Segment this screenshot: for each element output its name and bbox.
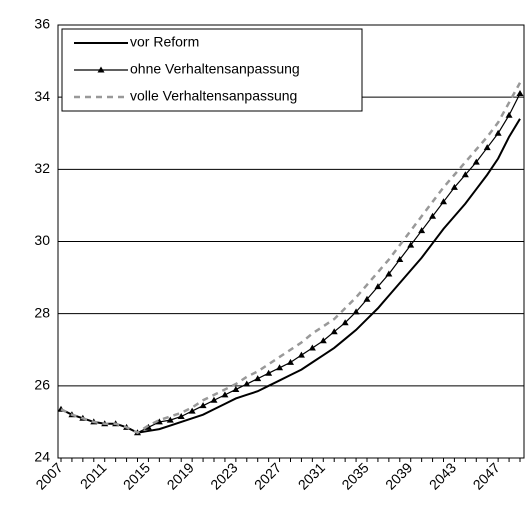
x-tick-label: 2039 xyxy=(382,459,415,492)
legend-label: ohne Verhaltensanpassung xyxy=(130,61,300,77)
marker xyxy=(232,385,240,392)
x-tick-label: 2023 xyxy=(207,459,240,492)
marker xyxy=(363,295,371,302)
y-tick-label: 36 xyxy=(34,16,50,32)
x-tick-label: 2047 xyxy=(470,459,503,492)
legend-marker xyxy=(97,66,105,73)
marker xyxy=(297,351,305,358)
marker xyxy=(396,256,404,263)
series-line xyxy=(60,82,522,435)
marker xyxy=(177,413,185,420)
x-tick-label: 2035 xyxy=(338,459,371,492)
marker xyxy=(440,198,447,205)
x-tick-label: 2011 xyxy=(77,459,110,492)
marker xyxy=(483,144,491,151)
marker xyxy=(188,407,196,414)
legend-label: volle Verhaltensanpassung xyxy=(130,88,297,104)
marker xyxy=(494,129,502,136)
marker xyxy=(341,319,349,326)
marker xyxy=(330,328,338,335)
marker xyxy=(319,337,327,344)
marker xyxy=(472,158,480,165)
legend-label: vor Reform xyxy=(130,34,199,50)
marker xyxy=(199,402,207,409)
marker xyxy=(265,369,273,376)
marker xyxy=(516,90,524,97)
marker xyxy=(308,344,316,351)
marker xyxy=(210,396,218,403)
marker xyxy=(352,308,360,315)
y-tick-label: 28 xyxy=(34,304,50,320)
y-tick-label: 26 xyxy=(34,377,50,393)
marker xyxy=(166,416,174,423)
y-tick-label: 24 xyxy=(34,449,50,465)
marker xyxy=(276,364,284,371)
marker xyxy=(155,418,163,425)
marker xyxy=(374,283,382,290)
marker xyxy=(407,241,415,248)
marker xyxy=(418,227,426,234)
marker xyxy=(287,358,294,365)
marker xyxy=(385,270,393,277)
marker xyxy=(221,391,229,398)
marker xyxy=(243,380,251,387)
marker xyxy=(450,183,458,190)
marker xyxy=(505,111,513,118)
y-tick-label: 32 xyxy=(34,160,50,176)
marker xyxy=(461,171,469,178)
x-tick-label: 2019 xyxy=(164,459,197,492)
x-tick-label: 2015 xyxy=(120,459,153,492)
marker xyxy=(254,375,262,382)
x-tick-label: 2043 xyxy=(426,459,459,492)
x-tick-label: 2031 xyxy=(295,459,328,492)
y-tick-label: 34 xyxy=(34,88,50,104)
y-tick-label: 30 xyxy=(34,232,50,248)
marker xyxy=(429,212,437,219)
x-tick-label: 2027 xyxy=(251,459,284,492)
